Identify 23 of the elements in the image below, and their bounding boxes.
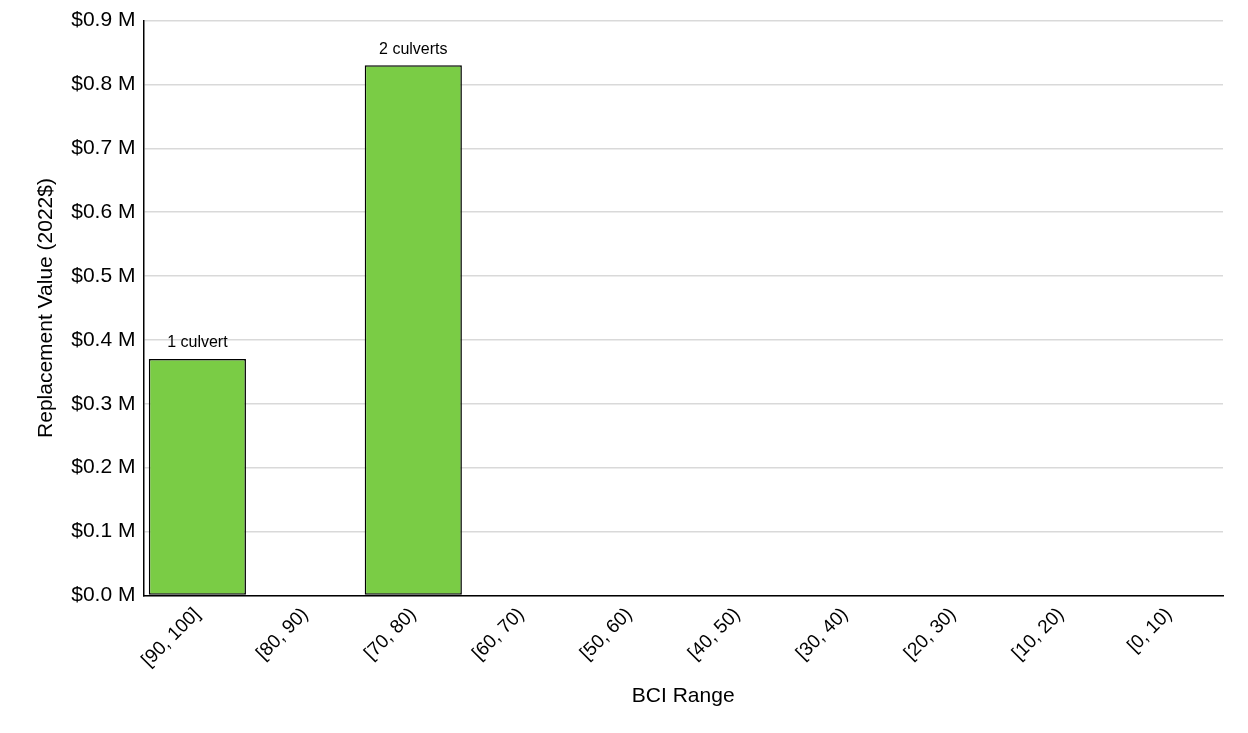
y-tick-label: $0.6 M [71,198,136,222]
x-tick-label: [10, 20) [1007,603,1068,664]
x-tick-label: [60, 70) [467,603,528,664]
x-tick-label: [70, 80) [359,603,420,664]
annotation: 2 culverts [379,39,448,57]
y-tick-label: $0.2 M [71,454,136,478]
y-tick-label: $0.9 M [71,7,136,31]
x-tick-label: [80, 90) [251,603,312,664]
y-tick-label: $0.8 M [71,71,136,95]
x-tick-label: [50, 60) [575,603,636,664]
x-tick-label: [0, 10) [1122,603,1176,657]
annotation: 1 culvert [167,333,229,351]
y-tick-label: $0.0 M [71,582,136,606]
y-axis-title: Replacement Value (2022$) [33,178,57,438]
y-tick-label: $0.7 M [71,135,136,159]
x-tick-label: [40, 50) [683,603,744,664]
y-tick-label: $0.1 M [71,518,136,542]
y-tick-label: $0.3 M [71,390,136,414]
y-tick-label: $0.5 M [71,262,136,286]
x-tick-label: [20, 30) [899,603,960,664]
x-axis-title: BCI Range [631,683,735,707]
x-tick-label: [30, 40) [791,603,852,664]
y-tick-label: $0.4 M [71,326,136,350]
